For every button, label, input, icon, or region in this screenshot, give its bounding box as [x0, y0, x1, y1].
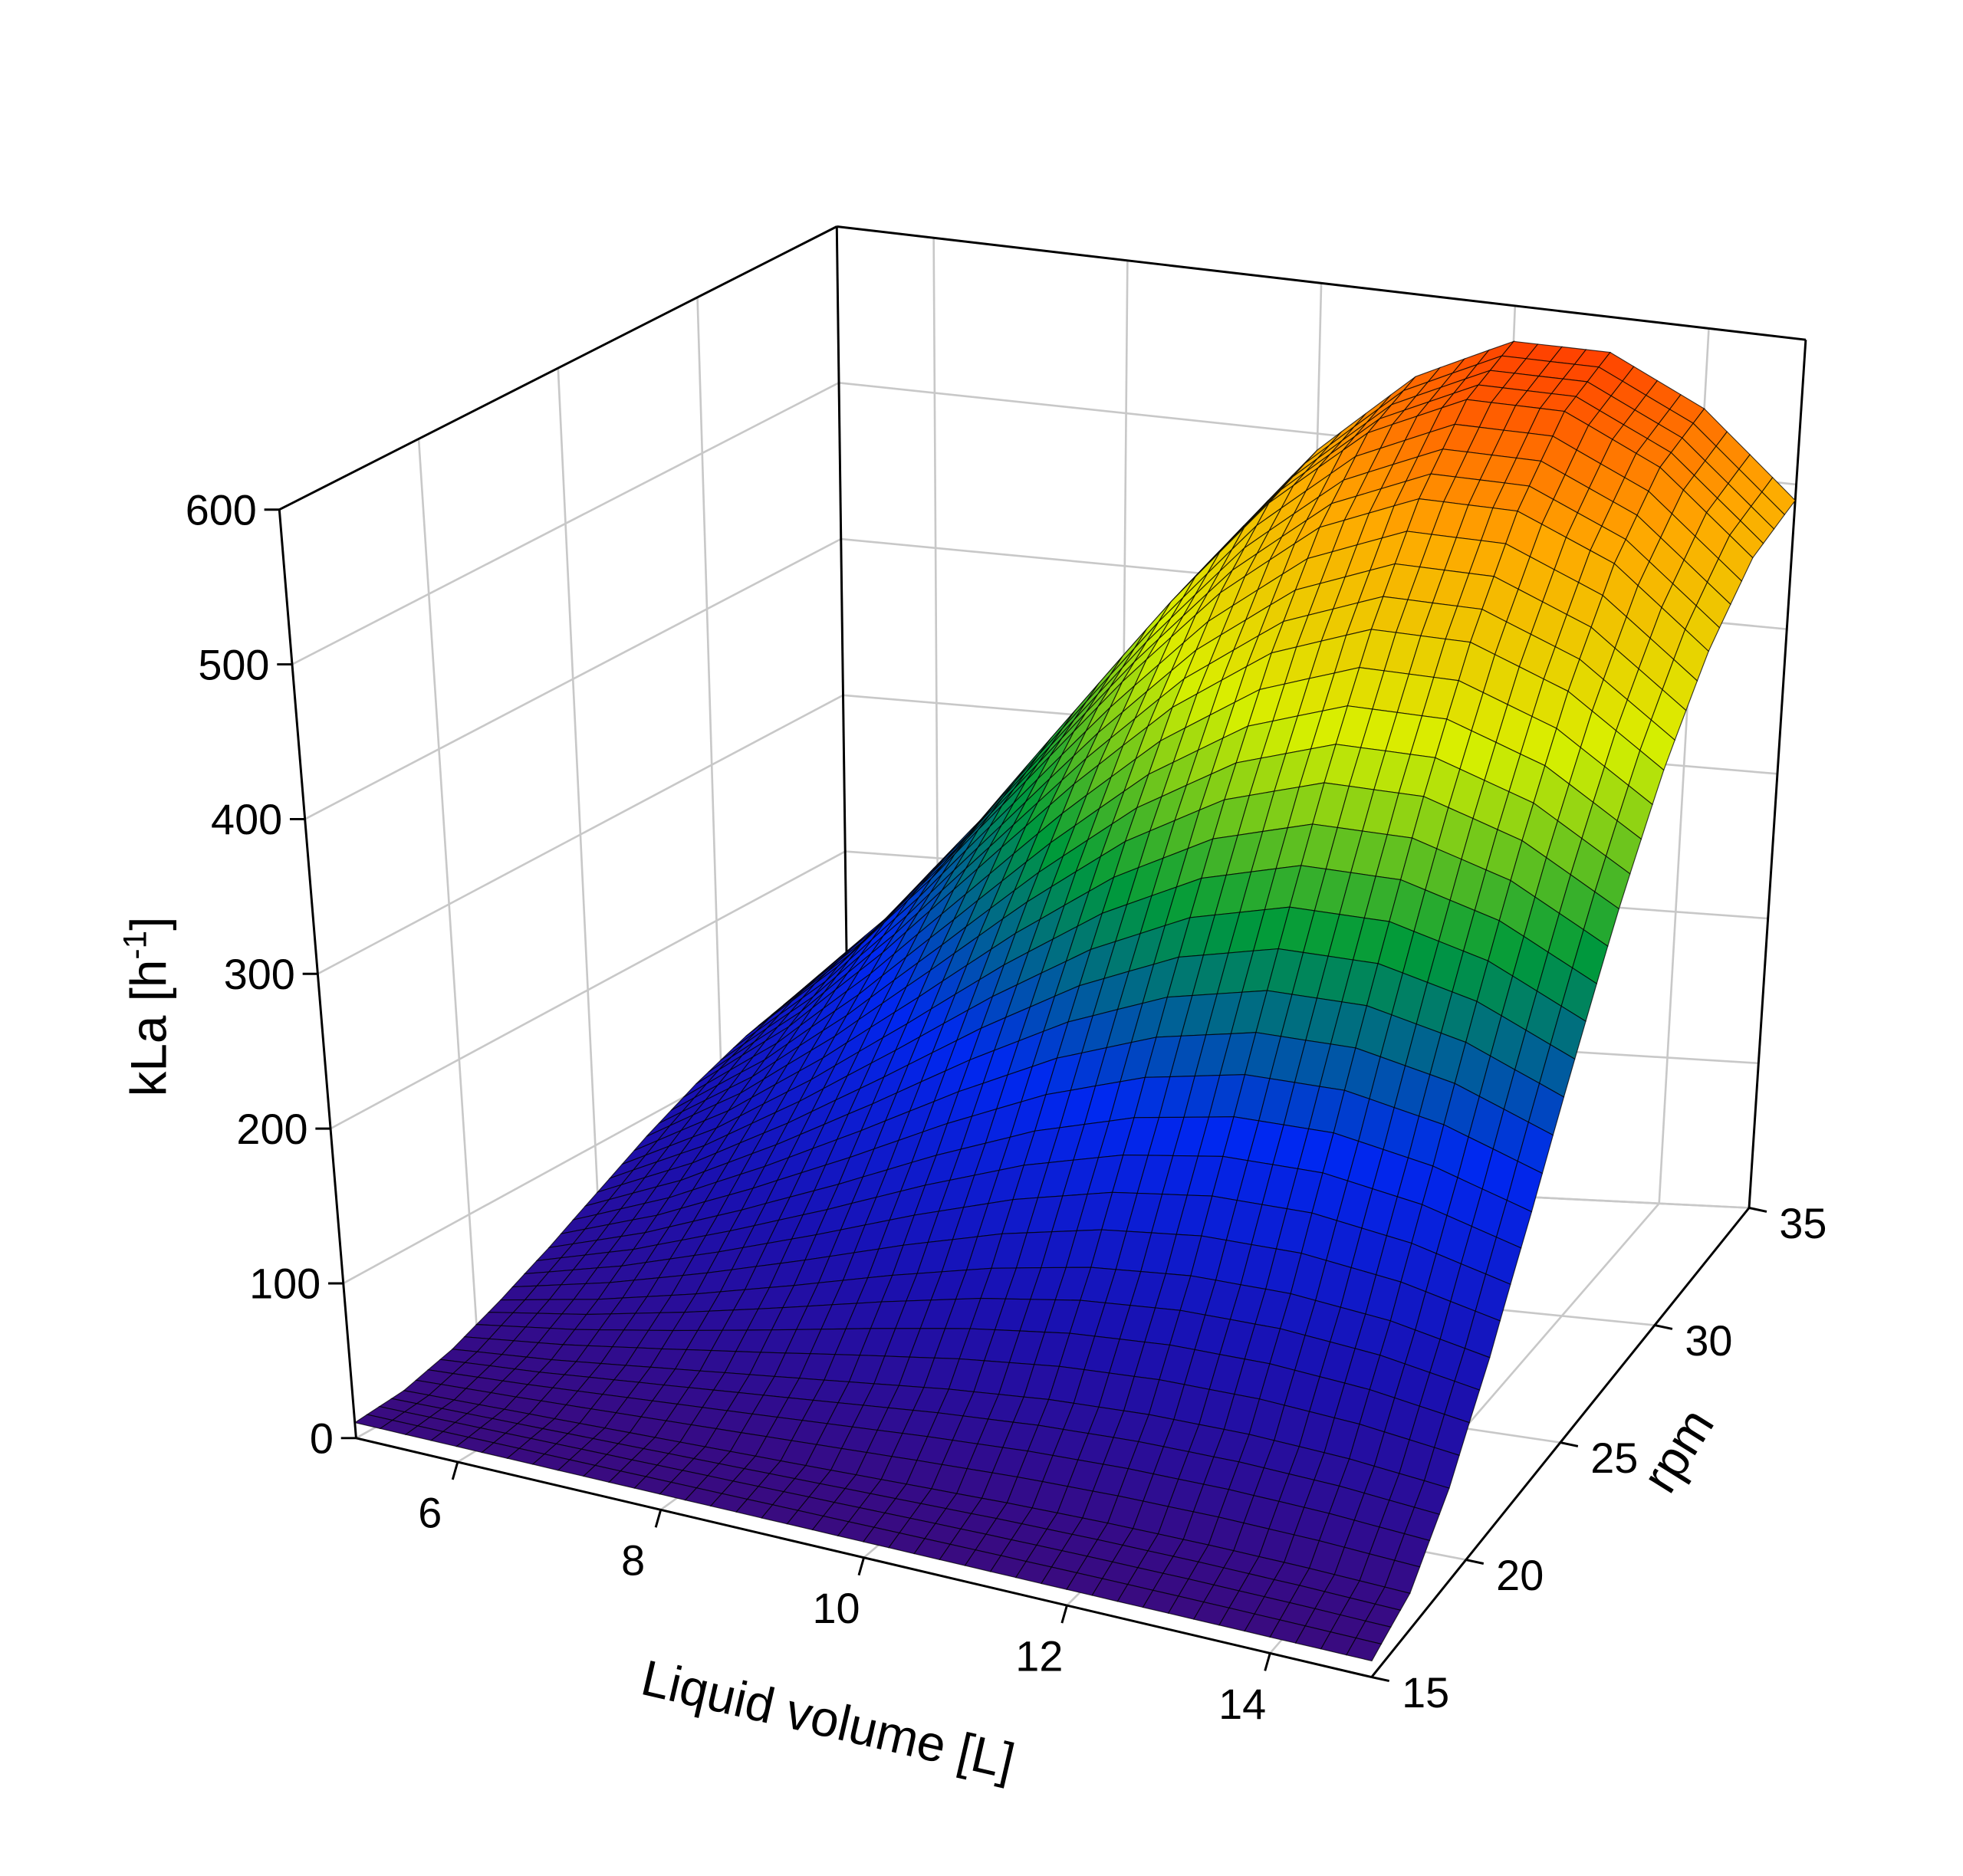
y-tick — [1371, 1676, 1390, 1682]
box-edge — [1748, 340, 1807, 1208]
y-tick — [1654, 1324, 1673, 1330]
z-tick-label: 0 — [310, 1414, 334, 1463]
y-tick-label: 15 — [1402, 1668, 1449, 1717]
x-tick — [857, 1557, 865, 1576]
left-wall-grid-line — [557, 368, 604, 1301]
box-edge — [278, 225, 837, 511]
z-tick-label: 400 — [211, 795, 282, 843]
x-tick — [654, 1509, 663, 1528]
z-axis-title-suffix: ] — [121, 916, 177, 930]
y-tick — [1465, 1559, 1485, 1565]
z-axis-title: kLa [h-1] — [117, 916, 176, 1096]
surface — [353, 340, 1797, 1662]
x-axis-title: Liquid volume [L] — [636, 1649, 1020, 1789]
x-tick — [451, 1461, 459, 1480]
z-tick-label: 600 — [186, 485, 257, 534]
y-tick-label: 20 — [1496, 1551, 1544, 1599]
z-axis-title-text: kLa [h — [121, 960, 177, 1097]
x-tick-label: 14 — [1218, 1680, 1266, 1728]
left-wall-grid-line — [417, 439, 481, 1370]
x-tick — [1264, 1653, 1271, 1671]
axis-layer — [264, 225, 1807, 1682]
z-tick-label: 500 — [198, 640, 269, 688]
y-tick-label: 25 — [1590, 1434, 1638, 1482]
box-edge — [837, 225, 1807, 341]
z-tick-label: 300 — [224, 950, 295, 998]
y-tick-label: 30 — [1685, 1316, 1732, 1365]
y-tick-label: 35 — [1779, 1199, 1827, 1247]
x-tick-label: 6 — [418, 1488, 442, 1536]
x-tick-label: 10 — [812, 1584, 860, 1632]
z-tick-label: 200 — [236, 1105, 307, 1153]
x-tick-label: 8 — [621, 1536, 645, 1585]
z-tick-label: 100 — [249, 1260, 321, 1308]
x-tick-label: 12 — [1015, 1631, 1063, 1680]
x-tick — [1060, 1605, 1068, 1624]
y-axis-title: rpm — [1631, 1399, 1725, 1503]
y-tick — [1748, 1207, 1767, 1213]
z-axis-title-superscript: -1 — [117, 931, 153, 960]
surface-patch — [1346, 1637, 1383, 1662]
y-tick — [1560, 1441, 1579, 1447]
